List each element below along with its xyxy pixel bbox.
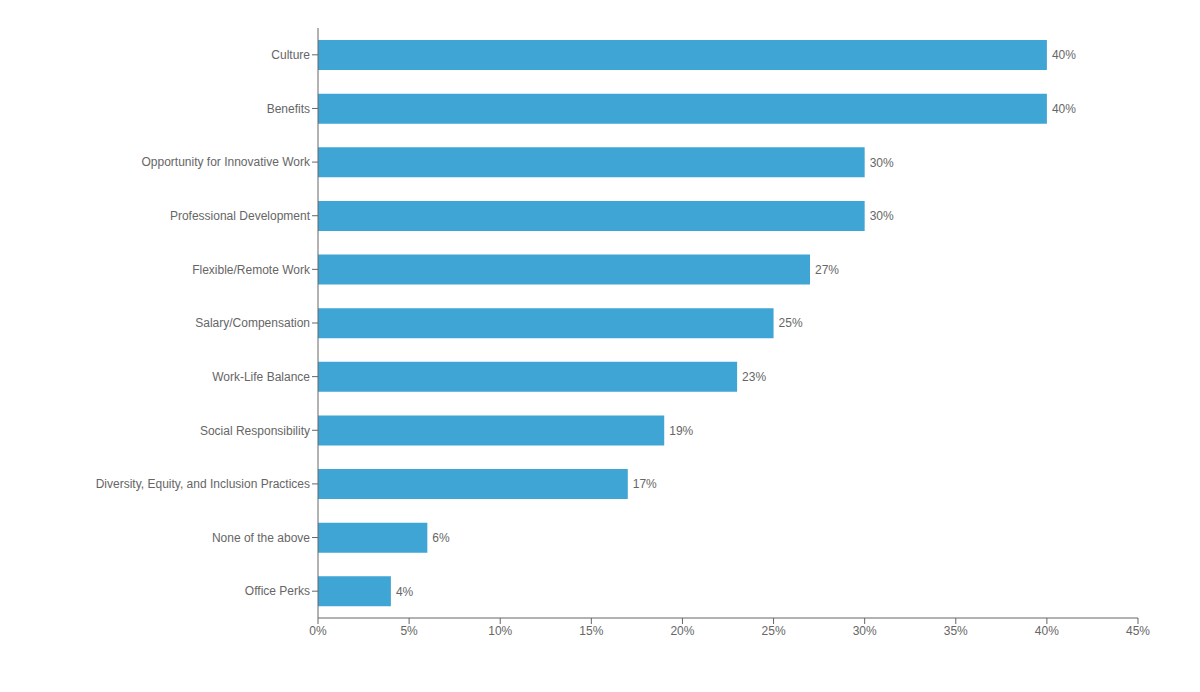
- svg-text:0%: 0%: [309, 624, 327, 638]
- svg-text:10%: 10%: [488, 624, 512, 638]
- svg-text:20%: 20%: [670, 624, 694, 638]
- svg-text:Work-Life Balance: Work-Life Balance: [212, 370, 310, 384]
- svg-text:Opportunity for Innovative Wor: Opportunity for Innovative Work: [141, 155, 311, 169]
- svg-text:27%: 27%: [815, 263, 839, 277]
- svg-text:35%: 35%: [944, 624, 968, 638]
- svg-text:Professional Development: Professional Development: [170, 209, 311, 223]
- svg-text:15%: 15%: [579, 624, 603, 638]
- svg-text:40%: 40%: [1052, 48, 1076, 62]
- svg-text:45%: 45%: [1126, 624, 1150, 638]
- svg-text:30%: 30%: [870, 156, 894, 170]
- svg-text:Social Responsibility: Social Responsibility: [200, 424, 310, 438]
- svg-text:30%: 30%: [870, 209, 894, 223]
- svg-text:Culture: Culture: [271, 48, 310, 62]
- svg-text:23%: 23%: [742, 370, 766, 384]
- svg-text:17%: 17%: [633, 477, 657, 491]
- svg-text:25%: 25%: [779, 316, 803, 330]
- svg-text:None of the above: None of the above: [212, 531, 310, 545]
- svg-text:40%: 40%: [1035, 624, 1059, 638]
- svg-text:19%: 19%: [669, 424, 693, 438]
- svg-text:Office Perks: Office Perks: [245, 584, 310, 598]
- svg-text:Benefits: Benefits: [267, 102, 310, 116]
- svg-text:30%: 30%: [853, 624, 877, 638]
- svg-text:25%: 25%: [762, 624, 786, 638]
- svg-text:Flexible/Remote Work: Flexible/Remote Work: [192, 263, 311, 277]
- svg-text:4%: 4%: [396, 585, 414, 599]
- svg-text:5%: 5%: [400, 624, 418, 638]
- svg-text:Diversity, Equity, and Inclusi: Diversity, Equity, and Inclusion Practic…: [96, 477, 310, 491]
- svg-text:6%: 6%: [432, 531, 450, 545]
- svg-text:40%: 40%: [1052, 102, 1076, 116]
- svg-text:Salary/Compensation: Salary/Compensation: [195, 316, 310, 330]
